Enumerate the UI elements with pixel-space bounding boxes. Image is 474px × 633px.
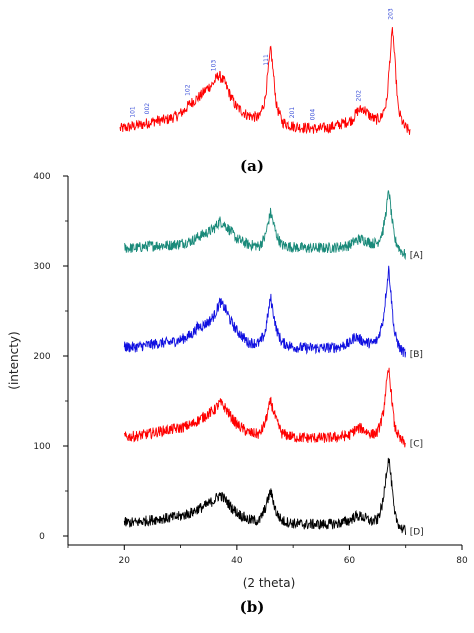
- x-axis-title: (2 theta): [243, 576, 296, 590]
- series-label: [C]: [410, 439, 423, 449]
- peak-label: 101: [130, 106, 137, 118]
- peak-label: 002: [144, 103, 151, 115]
- y-tick-label: 300: [33, 262, 50, 272]
- x-tick-label: 80: [456, 556, 468, 566]
- peak-label: 202: [356, 90, 363, 102]
- panel-a-label: (a): [240, 157, 264, 175]
- panel-b-chart: 0 100 200 300 400 20 40 60 80 (2 theta) (intencty)…: [7, 172, 468, 590]
- peak-label: 203: [388, 8, 395, 20]
- series-label: [A]: [410, 251, 423, 261]
- y-tick-label: 400: [33, 172, 50, 182]
- x-tick-label: 40: [231, 556, 243, 566]
- panel-a-chart: 101 002 102 103 111 201 004 202 203: [119, 8, 411, 135]
- series-line-3: [123, 457, 407, 535]
- series-label: [B]: [410, 350, 423, 360]
- series-label: [D]: [410, 528, 424, 538]
- y-tick-label: 100: [33, 442, 50, 452]
- peak-label: 102: [185, 84, 192, 96]
- series-line-0: [124, 190, 407, 261]
- peak-label: 111: [263, 54, 270, 66]
- panel-a-series-line: [119, 27, 411, 135]
- x-tick-label: 60: [344, 556, 356, 566]
- panel-b-label: (b): [240, 598, 265, 616]
- x-tick-label: 20: [119, 556, 131, 566]
- series-line-1: [123, 265, 407, 358]
- peak-label: 004: [309, 109, 316, 121]
- y-tick-label: 200: [33, 352, 50, 362]
- peak-label: 201: [289, 107, 296, 119]
- series-line-2: [123, 367, 406, 448]
- peak-label: 103: [211, 60, 218, 72]
- y-axis-title: (intencty): [7, 331, 21, 389]
- y-tick-label: 0: [39, 532, 45, 542]
